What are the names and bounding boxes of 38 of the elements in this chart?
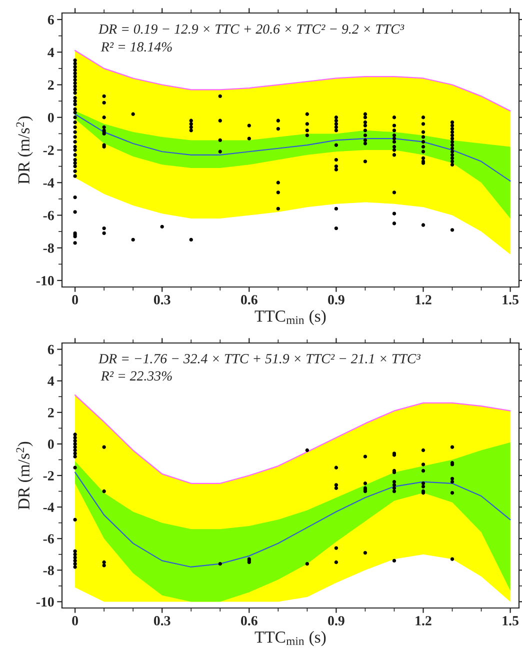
x-tick-label: 0.9 [328,616,344,626]
y-tick-label: -8 [43,566,54,576]
x-tick-label: 0 [72,295,78,304]
x-tick-label: 0.6 [241,616,258,626]
y-tick-label: -10 [36,597,54,607]
y-tick-label: 2 [48,80,54,90]
y-tick-label: 6 [48,344,54,354]
y-axis-title: DR (m/s$^{2}$) [16,442,33,510]
y-tick-label: -4 [43,178,54,188]
y-tick-label: -6 [43,210,54,220]
x-tick-label: 0.9 [328,295,344,304]
x-axis-title: TTC$_{min}$ (s) [254,631,326,646]
y-tick-label: -2 [43,471,54,480]
y-tick-label: 4 [48,376,54,386]
x-tick-label: 1.5 [502,616,518,626]
y-axis-title: DR (m/s$^{2}$) [16,116,33,184]
x-tick-label: 1.2 [416,616,432,626]
annotation: DR = −1.76 − 32.4 × TTC + 51.9 × TTC² − 21.1 × TTC³ [98,354,421,364]
y-tick-label: -10 [36,276,54,286]
y-tick-label: 6 [48,15,54,24]
x-tick-label: 0.3 [154,616,170,626]
annotation: R² = 22.33% [100,371,172,381]
y-tick-label: -8 [43,243,54,253]
x-tick-label: 0.6 [241,295,258,304]
x-tick-label: 0.3 [154,295,170,304]
x-axis-title: TTC$_{min}$ (s) [254,310,326,326]
y-tick-label: 0 [48,112,54,122]
annotation: R² = 18.14% [100,42,172,52]
y-tick-label: 0 [48,440,54,449]
y-tick-label: 4 [48,48,54,57]
y-tick-label: -2 [43,146,54,155]
x-tick-label: 1.5 [502,295,518,304]
x-tick-label: 1.2 [416,295,432,304]
y-tick-label: -4 [43,502,54,512]
y-tick-label: -6 [43,534,54,544]
x-tick-label: 0 [72,616,78,626]
y-tick-label: 2 [48,408,54,418]
annotation: DR = 0.19 − 12.9 × TTC + 20.6 × TTC² − 9.2 × TTC³ [98,24,404,34]
